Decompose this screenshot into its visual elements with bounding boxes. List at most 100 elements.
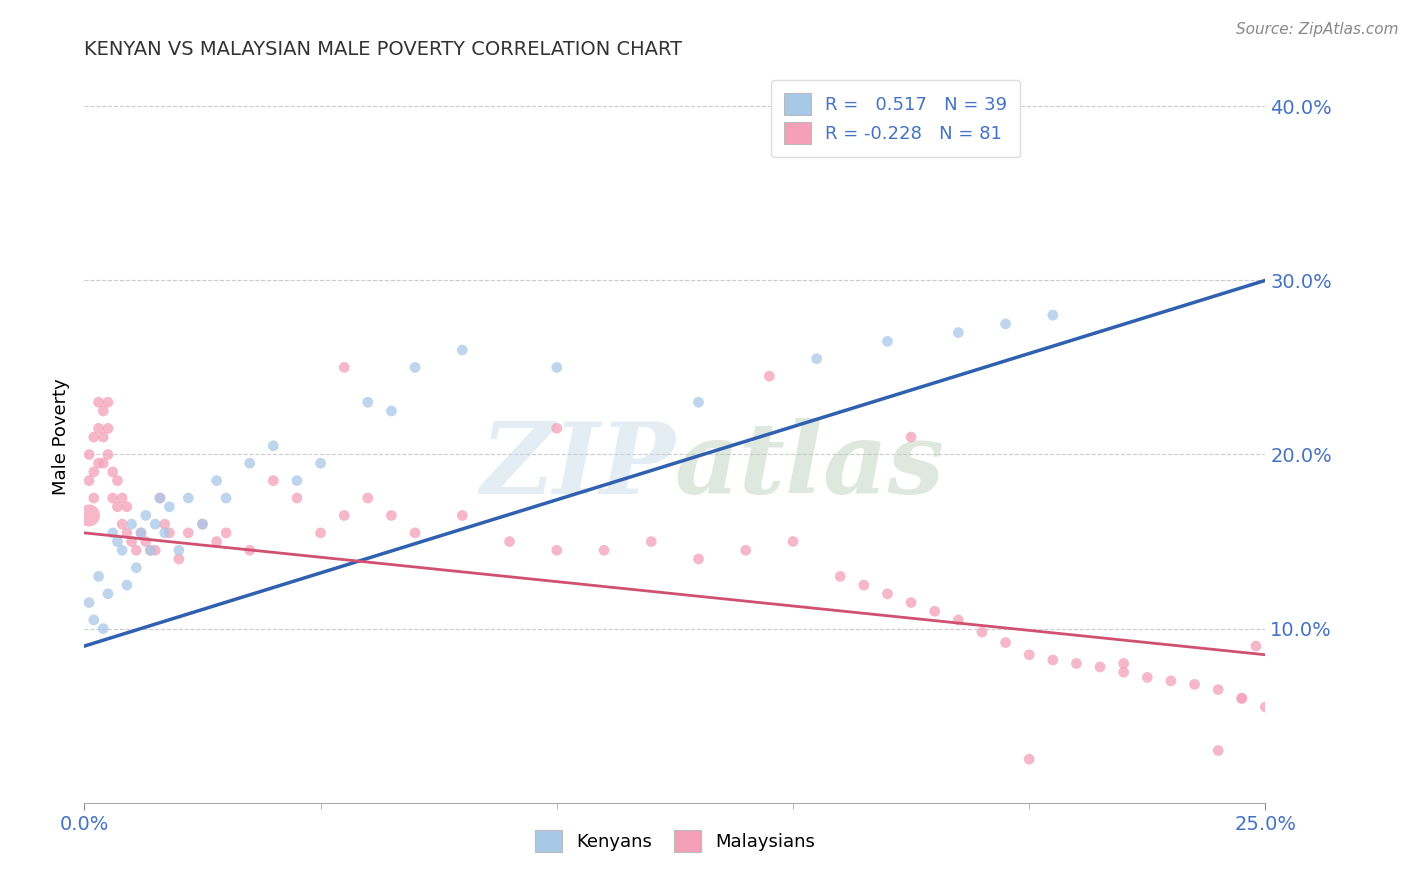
Point	[167, 543, 190, 558]
Point	[1230, 691, 1253, 706]
Point	[380, 508, 402, 523]
Point	[125, 543, 148, 558]
Point	[115, 525, 138, 540]
Point	[77, 595, 100, 609]
Point	[1160, 673, 1182, 688]
Point	[157, 500, 180, 514]
Point	[1184, 677, 1206, 691]
Point	[135, 534, 157, 549]
Point	[734, 543, 756, 558]
Point	[83, 491, 105, 505]
Point	[83, 613, 105, 627]
Point	[1244, 639, 1267, 653]
Point	[77, 448, 100, 462]
Point	[129, 525, 152, 540]
Text: KENYAN VS MALAYSIAN MALE POVERTY CORRELATION CHART: KENYAN VS MALAYSIAN MALE POVERTY CORRELA…	[84, 39, 682, 59]
Point	[121, 534, 143, 549]
Point	[101, 465, 124, 479]
Y-axis label: Male Poverty: Male Poverty	[52, 379, 70, 495]
Point	[107, 474, 129, 488]
Point	[135, 508, 157, 523]
Point	[97, 395, 120, 409]
Point	[177, 525, 200, 540]
Point	[948, 613, 970, 627]
Point	[143, 517, 166, 532]
Point	[924, 604, 946, 618]
Point	[191, 517, 214, 532]
Point	[111, 491, 134, 505]
Point	[1230, 691, 1253, 706]
Point	[758, 369, 780, 384]
Point	[876, 334, 898, 349]
Point	[333, 508, 356, 523]
Point	[83, 465, 105, 479]
Point	[87, 395, 110, 409]
Point	[900, 430, 922, 444]
Point	[852, 578, 875, 592]
Point	[1254, 700, 1277, 714]
Point	[1088, 660, 1111, 674]
Point	[546, 543, 568, 558]
Point	[77, 508, 100, 523]
Point	[546, 421, 568, 435]
Point	[900, 595, 922, 609]
Point	[688, 552, 710, 566]
Point	[1206, 743, 1229, 757]
Point	[115, 578, 138, 592]
Point	[87, 456, 110, 470]
Point	[1042, 653, 1064, 667]
Point	[357, 395, 380, 409]
Point	[994, 317, 1017, 331]
Point	[1206, 682, 1229, 697]
Point	[167, 552, 190, 566]
Point	[149, 491, 172, 505]
Point	[87, 569, 110, 583]
Point	[91, 430, 114, 444]
Point	[107, 500, 129, 514]
Point	[1112, 657, 1135, 671]
Text: atlas: atlas	[675, 418, 945, 515]
Point	[970, 625, 993, 640]
Point	[546, 360, 568, 375]
Text: ZIP: ZIP	[479, 418, 675, 515]
Point	[498, 534, 520, 549]
Point	[125, 560, 148, 574]
Point	[91, 622, 114, 636]
Point	[593, 543, 616, 558]
Point	[149, 491, 172, 505]
Point	[994, 635, 1017, 649]
Point	[111, 543, 134, 558]
Point	[205, 474, 228, 488]
Point	[333, 360, 356, 375]
Point	[77, 474, 100, 488]
Point	[215, 525, 238, 540]
Point	[177, 491, 200, 505]
Legend: Kenyans, Malaysians: Kenyans, Malaysians	[527, 823, 823, 860]
Point	[640, 534, 662, 549]
Point	[83, 430, 105, 444]
Point	[688, 395, 710, 409]
Point	[380, 404, 402, 418]
Point	[153, 525, 176, 540]
Point	[215, 491, 238, 505]
Point	[404, 360, 426, 375]
Point	[451, 508, 474, 523]
Point	[121, 517, 143, 532]
Point	[1018, 648, 1040, 662]
Point	[111, 517, 134, 532]
Text: Source: ZipAtlas.com: Source: ZipAtlas.com	[1236, 22, 1399, 37]
Point	[309, 456, 332, 470]
Point	[139, 543, 162, 558]
Point	[1018, 752, 1040, 766]
Point	[262, 439, 284, 453]
Point	[205, 534, 228, 549]
Point	[1136, 670, 1159, 684]
Point	[806, 351, 828, 366]
Point	[285, 491, 308, 505]
Point	[404, 525, 426, 540]
Point	[309, 525, 332, 540]
Point	[139, 543, 162, 558]
Point	[153, 517, 176, 532]
Point	[115, 500, 138, 514]
Point	[107, 534, 129, 549]
